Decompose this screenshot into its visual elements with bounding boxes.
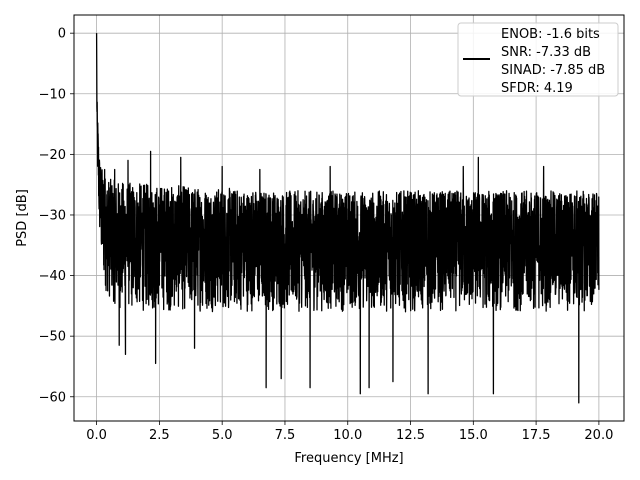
x-tick-label: 17.5 [522, 428, 551, 443]
legend-text-line: SNR: -7.33 dB [501, 45, 591, 60]
x-tick-label: 7.5 [275, 428, 296, 443]
legend-box [457, 22, 619, 97]
y-axis-label: PSD [dB] [15, 189, 30, 247]
x-tick-label: 0.0 [86, 428, 107, 443]
x-tick-label: 10.0 [333, 428, 362, 443]
y-tick-label: −50 [39, 330, 66, 345]
axes-frame [73, 14, 625, 422]
y-tick-label: −40 [39, 269, 66, 284]
y-tick-label: −20 [39, 148, 66, 163]
x-tick-label: 5.0 [212, 428, 233, 443]
x-tick-label: 20.0 [584, 428, 613, 443]
legend: ENOB: -1.6 bits SNR: -7.33 dB SINAD: -7.85… [457, 22, 619, 97]
legend-text-line: SINAD: -7.85 dB [501, 63, 605, 78]
legend-text-line: SFDR: 4.19 [501, 81, 573, 96]
y-tick-label: −30 [39, 208, 66, 223]
axes [73, 14, 625, 422]
y-tick-label: 0 [58, 27, 66, 42]
legend-label: ENOB: -1.6 bits SNR: -7.33 dB SINAD: -7.85… [501, 27, 605, 96]
ticks: 0.0 2.5 5.0 7.5 10.0 12.5 15.0 17.5 20.0 0 −10 −20 −… [39, 27, 614, 443]
series-layer [95, 33, 600, 404]
x-tick-label: 2.5 [149, 428, 170, 443]
psd-series-line [95, 33, 600, 404]
y-tick-label: −60 [39, 390, 66, 405]
legend-text-line: ENOB: -1.6 bits [501, 27, 600, 42]
y-tick-label: −10 [39, 87, 66, 102]
x-axis-label: Frequency [MHz] [294, 451, 403, 466]
x-tick-label: 12.5 [396, 428, 425, 443]
x-tick-label: 15.0 [459, 428, 488, 443]
